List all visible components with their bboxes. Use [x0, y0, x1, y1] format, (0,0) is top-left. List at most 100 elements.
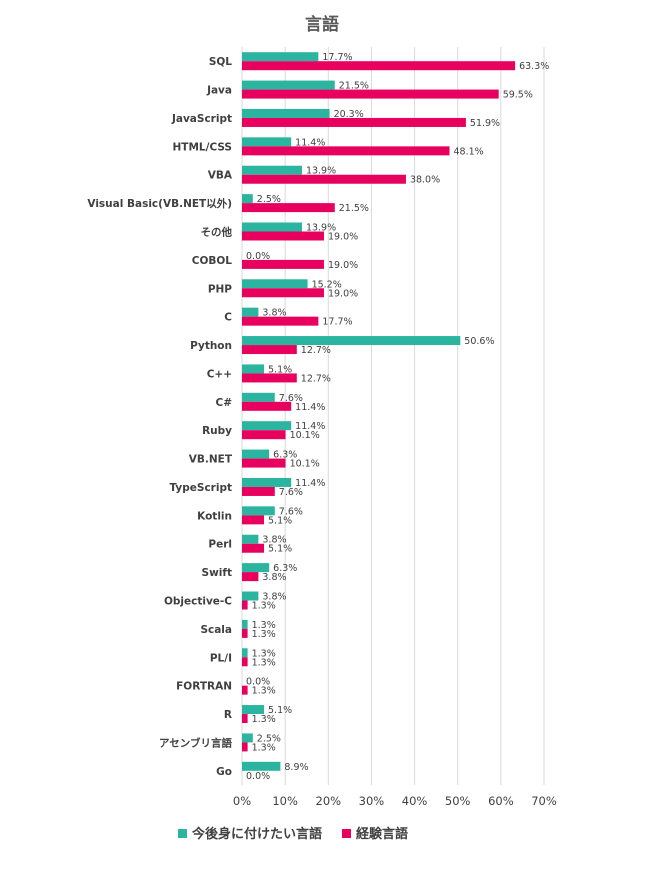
- bar-experienced: [242, 345, 297, 355]
- category-label: アセンブリ言語: [159, 736, 232, 749]
- bar-want-to-learn: [242, 477, 292, 487]
- bar-want-to-learn: [242, 392, 275, 402]
- bar-want-to-learn: [242, 591, 259, 601]
- data-label-experienced: 51.9%: [470, 118, 500, 129]
- category-label: Ruby: [202, 425, 232, 437]
- data-label-experienced: 19.0%: [328, 260, 358, 271]
- data-label-experienced: 1.3%: [252, 742, 276, 753]
- bar-experienced: [242, 117, 466, 127]
- data-label-experienced: 1.3%: [252, 686, 276, 697]
- legend-label: 経験言語: [356, 826, 408, 842]
- category-label: PL/I: [210, 652, 232, 664]
- category-label: Objective-C: [164, 596, 232, 608]
- data-label-want-to-learn: 3.8%: [262, 592, 286, 603]
- bar-experienced: [242, 259, 324, 269]
- category-label: FORTRAN: [176, 681, 232, 693]
- bar-want-to-learn: [242, 80, 335, 90]
- bar-experienced: [242, 61, 516, 71]
- bar-experienced: [242, 543, 265, 553]
- x-axis-ticks: 0% 10% 20% 30% 40% 50% 60% 70%: [233, 794, 557, 808]
- x-tick-label: 60%: [488, 794, 514, 808]
- category-label: Swift: [202, 567, 232, 579]
- data-label-want-to-learn: 8.9%: [284, 762, 308, 773]
- bar-experienced: [242, 373, 297, 383]
- x-tick-label: 10%: [272, 794, 298, 808]
- bar-experienced: [242, 174, 406, 184]
- category-label: VBA: [208, 170, 233, 182]
- data-label-experienced: 1.3%: [252, 601, 276, 612]
- data-label-experienced: 19.0%: [328, 288, 358, 299]
- bar-experienced: [242, 486, 275, 496]
- data-label-want-to-learn: 0.0%: [246, 677, 270, 688]
- bar-experienced: [242, 203, 335, 213]
- bar-experienced: [242, 657, 248, 667]
- data-label-experienced: 1.3%: [252, 657, 276, 668]
- data-label-want-to-learn: 1.3%: [252, 648, 276, 659]
- data-label-experienced: 21.5%: [339, 203, 369, 214]
- category-label: C++: [207, 368, 232, 380]
- category-label: COBOL: [192, 255, 233, 267]
- data-label-want-to-learn: 20.3%: [334, 109, 364, 120]
- bar-want-to-learn: [242, 279, 308, 289]
- category-label: Perl: [208, 539, 232, 551]
- category-label: VB.NET: [189, 454, 233, 466]
- category-label: C#: [215, 397, 232, 409]
- category-label: Python: [190, 340, 232, 352]
- data-label-experienced: 17.7%: [322, 317, 352, 328]
- data-label-want-to-learn: 1.3%: [252, 620, 276, 631]
- data-label-experienced: 10.1%: [290, 430, 320, 441]
- data-label-experienced: 3.8%: [262, 572, 286, 583]
- bar-want-to-learn: [242, 336, 461, 346]
- bar-experienced: [242, 742, 248, 752]
- data-label-experienced: 38.0%: [410, 175, 440, 186]
- bar-want-to-learn: [242, 648, 248, 658]
- bar-experienced: [242, 714, 248, 724]
- category-label: Go: [216, 766, 232, 778]
- bar-want-to-learn: [242, 52, 319, 62]
- x-tick-label: 70%: [531, 794, 557, 808]
- bar-want-to-learn: [242, 421, 292, 431]
- legend: 今後身に付けたい言語 経験言語: [178, 826, 408, 842]
- bar-experienced: [242, 458, 286, 468]
- bar-experienced: [242, 231, 324, 241]
- x-tick-label: 20%: [316, 794, 342, 808]
- data-label-want-to-learn: 11.4%: [295, 137, 325, 148]
- data-label-experienced: 10.1%: [290, 459, 320, 470]
- data-label-want-to-learn: 13.9%: [306, 166, 336, 177]
- category-label: Scala: [200, 624, 232, 636]
- data-label-want-to-learn: 15.2%: [312, 279, 342, 290]
- bar-experienced: [242, 146, 450, 156]
- data-label-experienced: 1.3%: [252, 629, 276, 640]
- data-label-experienced: 63.3%: [519, 61, 549, 72]
- data-label-want-to-learn: 5.1%: [268, 705, 292, 716]
- category-label: TypeScript: [170, 482, 233, 494]
- category-label: Java: [206, 85, 232, 97]
- bars: 17.7% 63.3% 21.5% 59.5% 20.3% 51.9% 11.4% 48.1%…: [242, 52, 549, 782]
- data-label-experienced: 5.1%: [268, 544, 292, 555]
- x-tick-label: 40%: [402, 794, 428, 808]
- chart-title: 言語: [305, 14, 339, 35]
- data-label-experienced: 12.7%: [301, 373, 331, 384]
- bar-experienced: [242, 628, 248, 638]
- category-label: その他: [201, 226, 233, 239]
- category-label: R: [224, 709, 232, 721]
- data-label-experienced: 59.5%: [503, 90, 533, 101]
- data-label-want-to-learn: 2.5%: [257, 733, 281, 744]
- category-label: JavaScript: [171, 113, 232, 125]
- data-label-want-to-learn: 7.6%: [279, 393, 303, 404]
- data-label-want-to-learn: 0.0%: [246, 251, 270, 262]
- data-label-want-to-learn: 21.5%: [339, 81, 369, 92]
- bar-experienced: [242, 600, 248, 610]
- bar-experienced: [242, 316, 319, 326]
- bar-want-to-learn: [242, 108, 330, 118]
- bar-want-to-learn: [242, 619, 248, 629]
- bar-experienced: [242, 572, 259, 582]
- bar-want-to-learn: [242, 705, 265, 715]
- category-label: HTML/CSS: [173, 141, 232, 153]
- data-label-experienced: 11.4%: [295, 402, 325, 413]
- data-label-experienced: 0.0%: [246, 771, 270, 782]
- category-label: Kotlin: [197, 510, 232, 522]
- bar-want-to-learn: [242, 761, 281, 771]
